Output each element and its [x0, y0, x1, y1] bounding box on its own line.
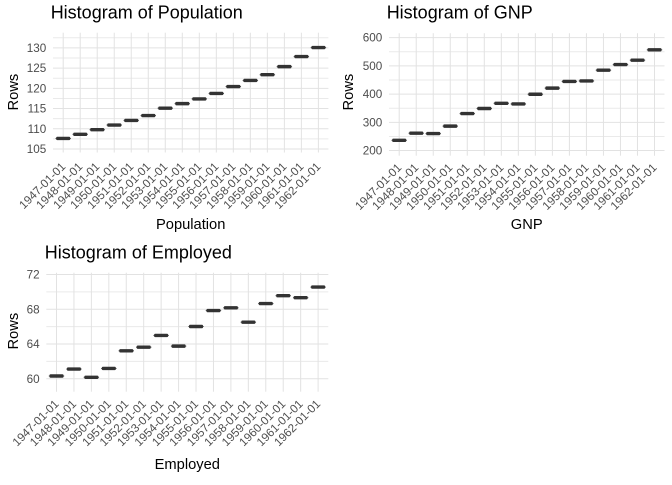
svg-text:125: 125 — [27, 62, 47, 75]
svg-text:64: 64 — [27, 338, 41, 351]
svg-text:400: 400 — [363, 88, 383, 101]
svg-text:Histogram of GNP: Histogram of GNP — [387, 3, 533, 23]
svg-text:300: 300 — [363, 116, 383, 129]
svg-text:Employed: Employed — [155, 457, 220, 473]
svg-text:120: 120 — [27, 82, 47, 95]
svg-text:60: 60 — [27, 373, 41, 386]
svg-text:Histogram of Employed: Histogram of Employed — [45, 243, 232, 263]
svg-text:Population: Population — [156, 217, 225, 233]
svg-text:68: 68 — [27, 303, 40, 316]
svg-text:600: 600 — [363, 32, 383, 45]
svg-text:Rows: Rows — [6, 74, 22, 111]
svg-text:130: 130 — [27, 42, 47, 55]
svg-text:200: 200 — [363, 145, 383, 158]
svg-text:GNP: GNP — [511, 217, 543, 233]
svg-text:72: 72 — [27, 269, 40, 282]
svg-text:Rows: Rows — [6, 313, 22, 350]
svg-text:105: 105 — [27, 143, 47, 156]
svg-text:Rows: Rows — [341, 74, 357, 111]
svg-text:500: 500 — [363, 60, 383, 73]
svg-text:Histogram of Population: Histogram of Population — [51, 3, 243, 23]
svg-text:115: 115 — [28, 103, 47, 116]
svg-text:110: 110 — [28, 123, 47, 136]
